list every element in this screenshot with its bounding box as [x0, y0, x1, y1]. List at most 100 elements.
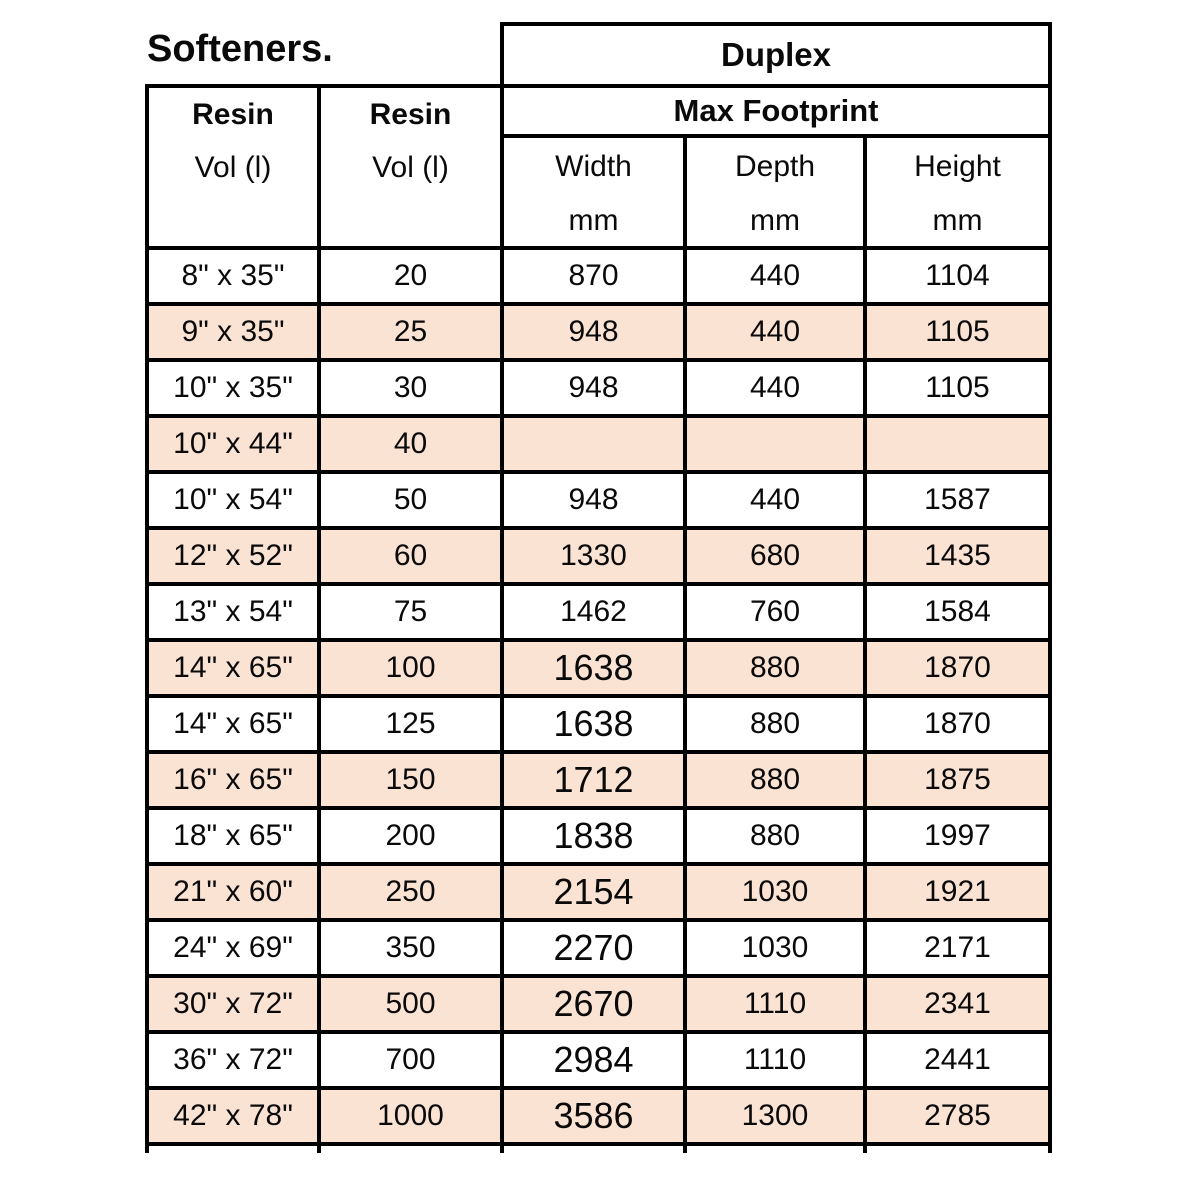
height-header: Height mm	[863, 134, 1052, 250]
cell-size: 42" x 78"	[145, 1086, 321, 1146]
cell-height: 2785	[863, 1086, 1052, 1146]
cell-height: 1587	[863, 470, 1052, 530]
cell-width: 1638	[500, 638, 687, 698]
cell-width: 1330	[500, 526, 687, 586]
table-row: 13" x 54" 75 1462 760 1584	[145, 582, 1052, 642]
cell-depth: 1300	[683, 1086, 867, 1146]
table-row: 12" x 52" 60 1330 680 1435	[145, 526, 1052, 586]
dimension-header-row: Width mm Depth mm Height mm	[147, 134, 1052, 250]
cell-height: 1997	[863, 806, 1052, 866]
cell-width: 3586	[500, 1086, 687, 1146]
table-row: 18" x 65" 200 1838 880 1997	[145, 806, 1052, 866]
cell-size: 14" x 65"	[145, 638, 321, 698]
cell-vol: 500	[317, 974, 504, 1034]
cell-size: 8" x 35"	[145, 246, 321, 306]
table-footer	[145, 1144, 1052, 1153]
cell-size: 30" x 72"	[145, 974, 321, 1034]
cell-size: 13" x 54"	[145, 582, 321, 642]
depth-header: Depth mm	[683, 134, 867, 250]
cell-height: 1921	[863, 862, 1052, 922]
cell-vol: 75	[317, 582, 504, 642]
cell-size: 14" x 65"	[145, 694, 321, 754]
cell-vol: 25	[317, 302, 504, 362]
cell-size: 10" x 35"	[145, 358, 321, 418]
cell-size: 12" x 52"	[145, 526, 321, 586]
cell-width: 2154	[500, 862, 687, 922]
resin-vol-header-2: Resin Vol (l)	[317, 84, 504, 250]
cell-vol: 40	[317, 414, 504, 474]
cell-depth: 880	[683, 694, 867, 754]
cell-height: 1584	[863, 582, 1052, 642]
resin-subtitle: Vol (l)	[194, 151, 272, 184]
height-label: Height	[914, 150, 1001, 183]
table-row: 10" x 44" 40	[145, 414, 1052, 474]
width-label: Width	[555, 150, 632, 183]
cell-depth: 1110	[683, 1030, 867, 1090]
cell-depth: 680	[683, 526, 867, 586]
cell-width: 948	[500, 358, 687, 418]
partial-cutoff-row	[145, 1144, 1052, 1153]
table-row: 8" x 35" 20 870 440 1104	[145, 246, 1052, 306]
cell-size: 18" x 65"	[145, 806, 321, 866]
cell-size: 16" x 65"	[145, 750, 321, 810]
table-row: 30" x 72" 500 2670 1110 2341	[145, 974, 1052, 1034]
depth-label: Depth	[734, 150, 816, 183]
cell-vol: 250	[317, 862, 504, 922]
cell-depth: 1110	[683, 974, 867, 1034]
cell-vol: 30	[317, 358, 504, 418]
cell-height: 1105	[863, 302, 1052, 362]
table-row: 9" x 35" 25 948 440 1105	[145, 302, 1052, 362]
cell-width: 2984	[500, 1030, 687, 1090]
duplex-header: Duplex	[500, 22, 1052, 88]
group-header-row: Duplex	[147, 22, 1052, 88]
cell-height: 1870	[863, 694, 1052, 754]
cell-width: 2270	[500, 918, 687, 978]
cell-width: 948	[500, 302, 687, 362]
cell-height: 1104	[863, 246, 1052, 306]
cell-width: 948	[500, 470, 687, 530]
cell-depth: 880	[683, 638, 867, 698]
width-unit: mm	[568, 204, 619, 237]
cell-depth: 440	[683, 470, 867, 530]
table-row: 42" x 78" 1000 3586 1300 2785	[145, 1086, 1052, 1146]
subgroup-header-row: Resin Vol (l) Resin Vol (l) Max Footprin…	[145, 84, 1052, 250]
cell-depth	[683, 414, 867, 474]
cell-depth: 440	[683, 246, 867, 306]
resin-vol-header-1: Resin Vol (l)	[145, 84, 321, 250]
table-row: 10" x 35" 30 948 440 1105	[145, 358, 1052, 418]
cell-size: 9" x 35"	[145, 302, 321, 362]
cell-vol: 50	[317, 470, 504, 530]
cell-vol: 100	[317, 638, 504, 698]
resin-subtitle: Vol (l)	[372, 151, 449, 184]
table-row: 10" x 54" 50 948 440 1587	[145, 470, 1052, 530]
resin-title: Resin	[192, 98, 274, 131]
page-title: Softeners.	[147, 28, 333, 70]
cell-size: 21" x 60"	[145, 862, 321, 922]
partial-cell	[863, 1144, 1052, 1153]
table-row: 21" x 60" 250 2154 1030 1921	[145, 862, 1052, 922]
cell-size: 24" x 69"	[145, 918, 321, 978]
cell-depth: 440	[683, 302, 867, 362]
cell-size: 10" x 54"	[145, 470, 321, 530]
cell-size: 10" x 44"	[145, 414, 321, 474]
cell-height: 1875	[863, 750, 1052, 810]
cell-height: 2171	[863, 918, 1052, 978]
cell-height: 1105	[863, 358, 1052, 418]
cell-depth: 880	[683, 750, 867, 810]
width-header: Width mm	[500, 134, 687, 250]
partial-cell	[145, 1144, 321, 1153]
table-row: 16" x 65" 150 1712 880 1875	[145, 750, 1052, 810]
cell-depth: 760	[683, 582, 867, 642]
cell-depth: 440	[683, 358, 867, 418]
cell-vol: 1000	[317, 1086, 504, 1146]
cell-width: 1712	[500, 750, 687, 810]
table-header: Duplex Resin Vol (l) Resin Vol (l) Max F…	[145, 22, 1052, 250]
table-row: 14" x 65" 125 1638 880 1870	[145, 694, 1052, 754]
partial-cell	[500, 1144, 687, 1153]
table-body: 8" x 35" 20 870 440 1104 9" x 35" 25 948 440 1105…	[145, 246, 1052, 1146]
cell-vol: 60	[317, 526, 504, 586]
softeners-table: Duplex Resin Vol (l) Resin Vol (l) Max F…	[145, 22, 1052, 1153]
cell-width: 870	[500, 246, 687, 306]
cell-size: 36" x 72"	[145, 1030, 321, 1090]
cell-depth: 1030	[683, 918, 867, 978]
